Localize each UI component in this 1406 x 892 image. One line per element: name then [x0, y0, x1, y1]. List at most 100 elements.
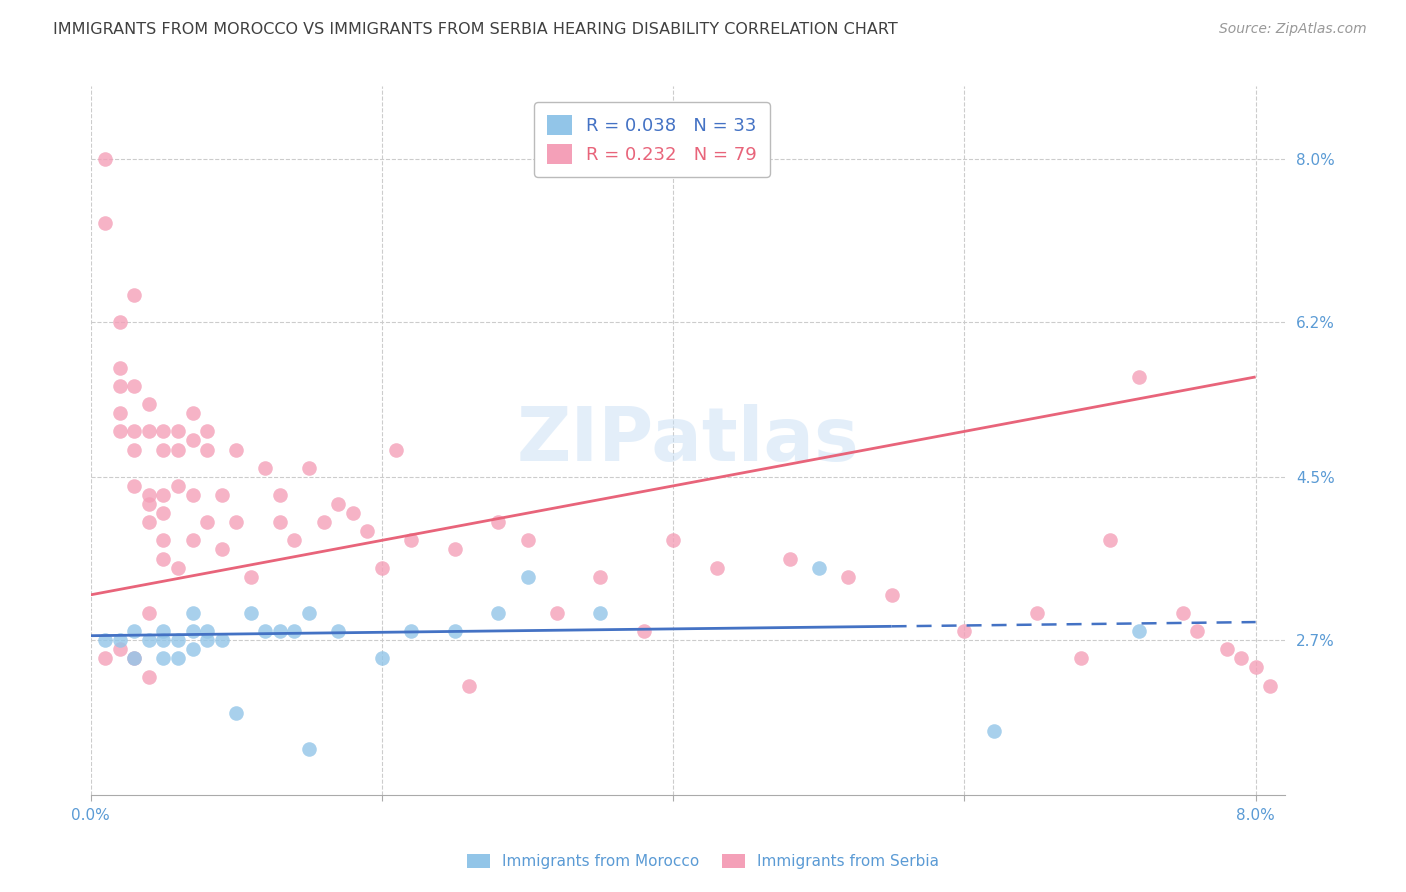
- Point: [399, 624, 422, 639]
- Point: [167, 633, 190, 648]
- Point: [138, 669, 160, 683]
- Point: [546, 606, 568, 620]
- Point: [152, 633, 174, 648]
- Point: [152, 488, 174, 502]
- Point: [181, 406, 204, 420]
- Point: [167, 560, 190, 574]
- Point: [342, 506, 364, 520]
- Point: [181, 533, 204, 548]
- Point: [108, 406, 131, 420]
- Point: [283, 624, 305, 639]
- Point: [181, 434, 204, 448]
- Point: [138, 606, 160, 620]
- Point: [181, 642, 204, 657]
- Point: [443, 542, 465, 557]
- Point: [298, 460, 321, 475]
- Point: [94, 216, 117, 230]
- Point: [152, 651, 174, 665]
- Point: [167, 479, 190, 493]
- Point: [181, 606, 204, 620]
- Point: [1244, 660, 1267, 674]
- Point: [779, 551, 801, 566]
- Point: [94, 633, 117, 648]
- Point: [1230, 651, 1253, 665]
- Point: [108, 642, 131, 657]
- Point: [211, 542, 233, 557]
- Point: [124, 624, 146, 639]
- Point: [124, 379, 146, 393]
- Point: [1187, 624, 1209, 639]
- Point: [225, 706, 247, 720]
- Point: [1128, 370, 1150, 384]
- Point: [138, 497, 160, 511]
- Point: [1215, 642, 1237, 657]
- Point: [181, 624, 204, 639]
- Text: IMMIGRANTS FROM MOROCCO VS IMMIGRANTS FROM SERBIA HEARING DISABILITY CORRELATION: IMMIGRANTS FROM MOROCCO VS IMMIGRANTS FR…: [53, 22, 898, 37]
- Point: [195, 633, 218, 648]
- Point: [254, 460, 277, 475]
- Point: [880, 588, 903, 602]
- Point: [443, 624, 465, 639]
- Point: [1098, 533, 1121, 548]
- Point: [371, 560, 394, 574]
- Text: Source: ZipAtlas.com: Source: ZipAtlas.com: [1219, 22, 1367, 37]
- Point: [516, 569, 538, 583]
- Point: [1258, 679, 1281, 693]
- Point: [1128, 624, 1150, 639]
- Point: [124, 651, 146, 665]
- Point: [124, 442, 146, 457]
- Point: [239, 569, 262, 583]
- Point: [837, 569, 859, 583]
- Point: [1070, 651, 1092, 665]
- Point: [108, 315, 131, 329]
- Point: [108, 425, 131, 439]
- Point: [167, 425, 190, 439]
- Point: [138, 515, 160, 529]
- Point: [195, 425, 218, 439]
- Point: [371, 651, 394, 665]
- Point: [486, 515, 509, 529]
- Point: [152, 624, 174, 639]
- Point: [167, 651, 190, 665]
- Point: [195, 515, 218, 529]
- Point: [312, 515, 335, 529]
- Point: [138, 633, 160, 648]
- Point: [225, 442, 247, 457]
- Point: [108, 633, 131, 648]
- Point: [662, 533, 685, 548]
- Point: [589, 569, 612, 583]
- Text: ZIPatlas: ZIPatlas: [516, 404, 859, 477]
- Point: [152, 442, 174, 457]
- Point: [589, 606, 612, 620]
- Point: [1026, 606, 1049, 620]
- Point: [298, 742, 321, 756]
- Point: [124, 651, 146, 665]
- Point: [124, 479, 146, 493]
- Point: [181, 488, 204, 502]
- Point: [108, 360, 131, 375]
- Point: [983, 724, 1005, 739]
- Point: [269, 624, 291, 639]
- Point: [254, 624, 277, 639]
- Legend: Immigrants from Morocco, Immigrants from Serbia: Immigrants from Morocco, Immigrants from…: [461, 848, 945, 875]
- Point: [138, 397, 160, 411]
- Point: [94, 651, 117, 665]
- Point: [195, 442, 218, 457]
- Point: [167, 442, 190, 457]
- Point: [152, 425, 174, 439]
- Point: [108, 379, 131, 393]
- Point: [269, 488, 291, 502]
- Point: [953, 624, 976, 639]
- Point: [239, 606, 262, 620]
- Point: [124, 288, 146, 302]
- Point: [486, 606, 509, 620]
- Point: [283, 533, 305, 548]
- Point: [195, 624, 218, 639]
- Point: [211, 633, 233, 648]
- Point: [152, 506, 174, 520]
- Point: [124, 425, 146, 439]
- Point: [94, 152, 117, 166]
- Point: [225, 515, 247, 529]
- Point: [385, 442, 408, 457]
- Point: [328, 497, 350, 511]
